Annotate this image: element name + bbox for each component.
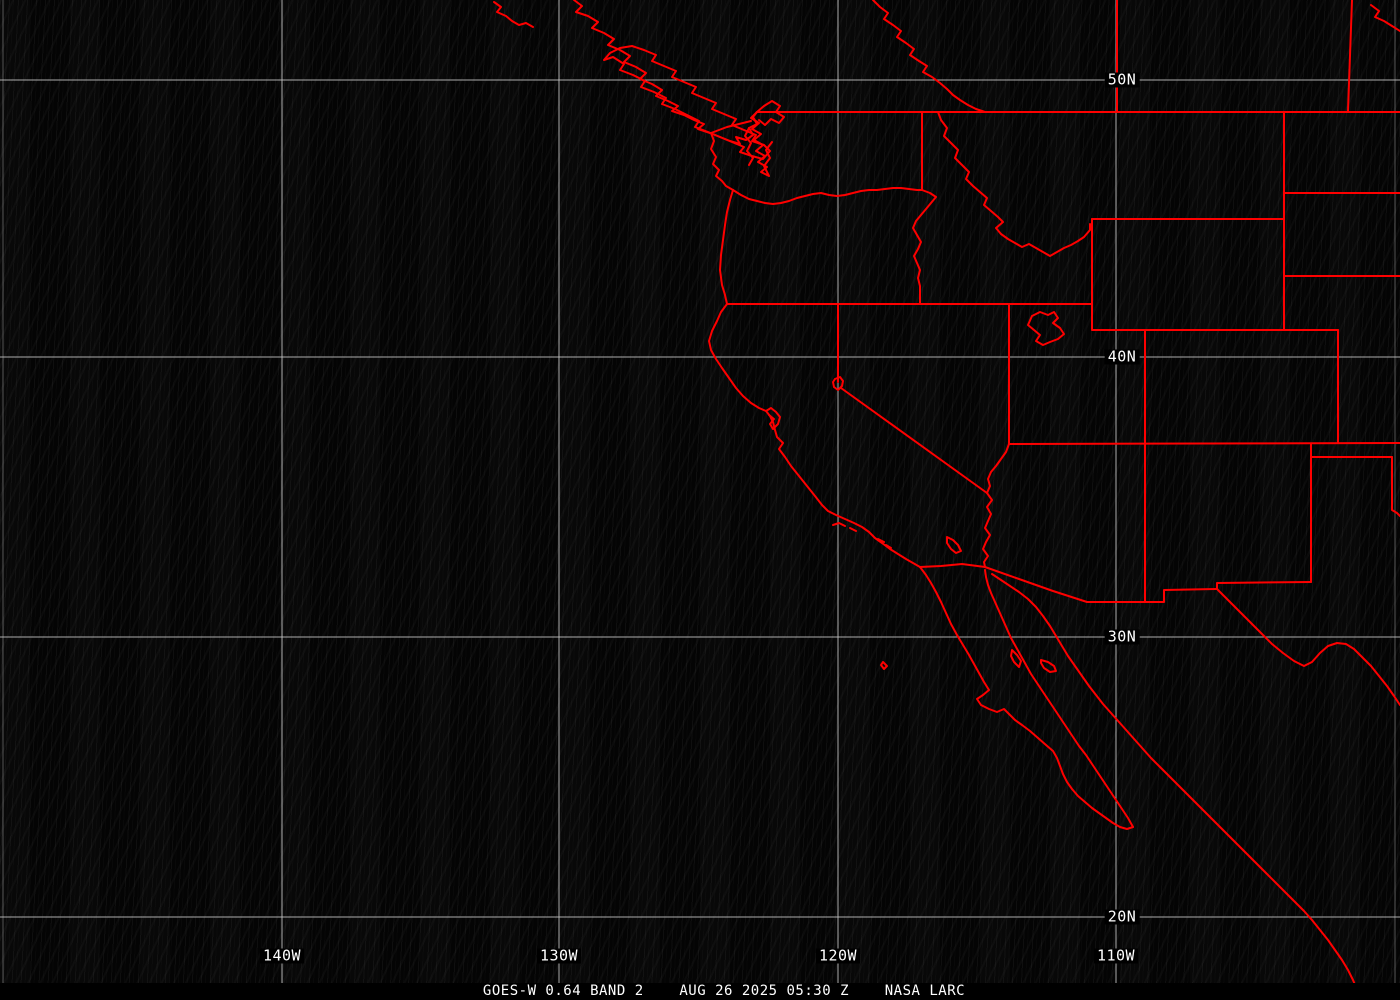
texas-100w-border (1391, 456, 1400, 517)
channel-islands-a (832, 522, 846, 527)
longitude-label: 120W (815, 948, 861, 964)
nevada-arizona-river-border (986, 443, 1010, 494)
california-coast (708, 303, 921, 568)
puget-sound-coast (750, 111, 773, 177)
baja-gulf-coast (984, 569, 1134, 828)
bc-mainland-coast (573, 0, 758, 145)
line-37n-border (1008, 442, 1400, 445)
latitude-label: 20N (1104, 909, 1140, 925)
california-nevada-diagonal-border (840, 387, 988, 494)
san-francisco-bay (765, 407, 781, 430)
longitude-label: 110W (1093, 948, 1139, 964)
isla-angel-de-la-guarda (1010, 649, 1022, 668)
longitude-label: 130W (536, 948, 582, 964)
mainland-mexico-coast (991, 573, 1361, 1000)
strait-of-georgia-coast (756, 100, 785, 126)
rio-grande (1216, 588, 1400, 706)
us-mexico-border-arizona (984, 566, 1217, 603)
latitude-label: 50N (1104, 72, 1140, 88)
bc-alberta-border (872, 0, 1005, 113)
vancouver-island (603, 45, 771, 160)
san-clemente-island (885, 544, 892, 549)
washington-oregon-border (732, 187, 923, 205)
caption-bar (0, 983, 1400, 1000)
channel-islands-b (849, 527, 857, 532)
baja-pacific-coast (919, 566, 1134, 830)
olympic-north-coast (710, 120, 752, 134)
oregon-coast (719, 189, 734, 305)
guadalupe-island (880, 661, 888, 670)
isla-tiburon (1040, 659, 1057, 673)
latitude-label: 30N (1104, 629, 1140, 645)
haida-gwaii-islands (493, 1, 534, 28)
hood-canal (744, 127, 754, 166)
us-mexico-border-west (919, 563, 986, 568)
saskatchewan-manitoba-border (1347, 0, 1353, 112)
new-mexico-texas-border (1216, 581, 1312, 590)
great-salt-lake (1027, 311, 1065, 346)
salton-sea (946, 536, 962, 554)
longitude-label: 140W (259, 948, 305, 964)
catalina-island (877, 538, 885, 543)
washington-coast (710, 132, 734, 191)
oregon-idaho-border (912, 189, 937, 305)
latitude-label: 40N (1104, 349, 1140, 365)
caption-text: GOES-W 0.64 BAND 2 AUG 26 2025 05:30 Z N… (482, 983, 966, 999)
manitoba-river (1370, 4, 1400, 32)
idaho-montana-border (937, 111, 1091, 257)
california-arizona-river-border (982, 492, 993, 568)
